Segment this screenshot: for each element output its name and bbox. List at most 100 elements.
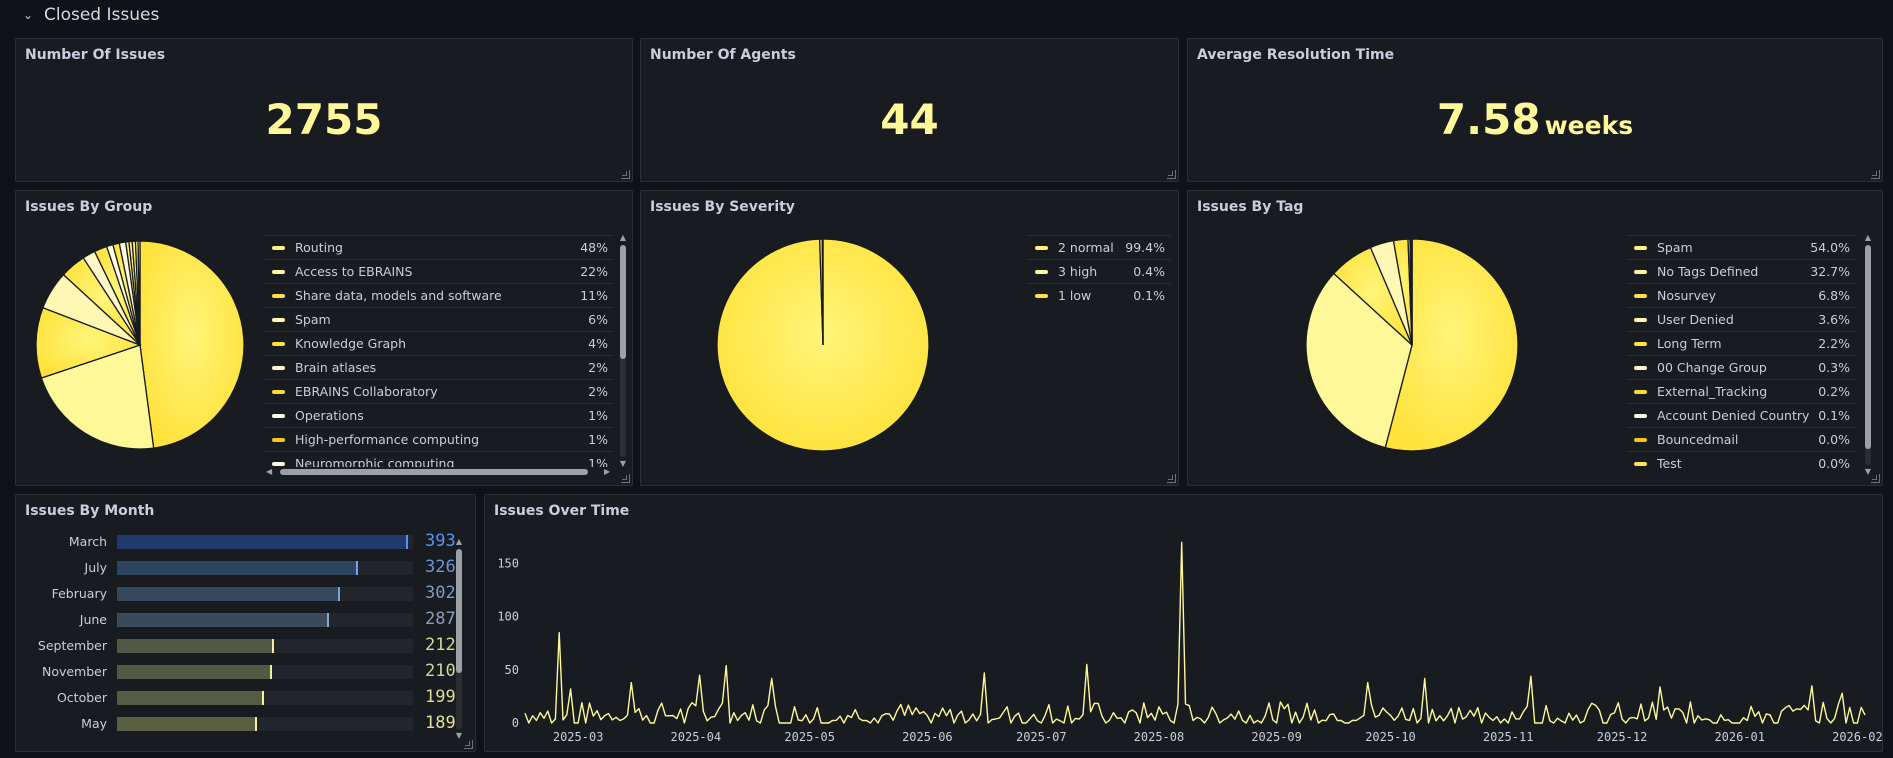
bar-row[interactable]: May 189 (16, 711, 475, 737)
resize-handle[interactable] (1167, 170, 1176, 179)
bar-cap (405, 535, 408, 549)
x-tick-label: 2025-07 (1016, 730, 1067, 744)
bar-fill (117, 717, 257, 731)
panel-issues-by-tag[interactable]: Issues By Tag Spam 54.0% No Tags Defined 32… (1187, 190, 1883, 486)
pie-slice[interactable] (137, 240, 141, 346)
legend-item[interactable]: Share data, models and software 11% (264, 283, 614, 307)
legend-swatch (272, 341, 285, 346)
bar-row[interactable]: November 210 (16, 659, 475, 685)
legend-item[interactable]: Neuromorphic computing 1% (264, 451, 614, 467)
legend-swatch (272, 365, 285, 370)
resize-handle[interactable] (621, 170, 630, 179)
vertical-scrollbar[interactable]: ▲ ▼ (619, 233, 627, 468)
legend-swatch (1634, 365, 1647, 370)
bar-row[interactable]: September 212 (16, 633, 475, 659)
bar-value: 287 (425, 609, 456, 629)
legend-value: 6.8% (1818, 288, 1850, 303)
vertical-scrollbar[interactable]: ▲ ▼ (1864, 233, 1872, 476)
panel-title: Issues Over Time (494, 503, 630, 519)
pie-slice[interactable] (1384, 238, 1519, 452)
legend-item[interactable]: 00 Change Group 0.3% (1626, 355, 1856, 379)
resize-handle[interactable] (621, 474, 630, 483)
pie-slice[interactable] (1305, 272, 1413, 449)
legend-item[interactable]: External_Tracking 0.2% (1626, 379, 1856, 403)
legend-item[interactable]: Spam 54.0% (1626, 235, 1856, 259)
bar-track (117, 587, 413, 601)
legend-item[interactable]: High-performance computing 1% (264, 427, 614, 451)
legend-item[interactable]: 1 low 0.1% (1027, 283, 1171, 307)
legend-value: 54.0% (1810, 240, 1850, 255)
bar-cap (356, 561, 359, 575)
bar-row[interactable]: July 326 (16, 555, 475, 581)
bar-row[interactable]: February 302 (16, 581, 475, 607)
series-line[interactable] (524, 541, 1866, 724)
legend-item[interactable]: Spam 6% (264, 307, 614, 331)
legend-swatch (272, 413, 285, 418)
legend-swatch (272, 437, 285, 442)
legend-item[interactable]: No Tags Defined 32.7% (1626, 259, 1856, 283)
bar-value: 210 (425, 661, 456, 681)
horizontal-scrollbar[interactable]: ◀ ▶ (266, 467, 611, 476)
resize-handle[interactable] (1167, 474, 1176, 483)
legend-item[interactable]: Test 0.0% (1626, 451, 1856, 475)
legend-value: 2% (588, 360, 608, 375)
bar-fill (117, 587, 341, 601)
panel-issues-by-severity[interactable]: Issues By Severity 2 normal 99.4% 3 high 0.… (640, 190, 1179, 486)
legend-severity: 2 normal 99.4% 3 high 0.4% 1 low 0.1% (1027, 235, 1171, 307)
line-chart-issues-over-time[interactable]: 0 50 100 150 2025-03 2025-04 2025-05 2025-06 202… (485, 495, 1882, 751)
panel-number-of-agents[interactable]: Number Of Agents 44 (640, 38, 1179, 182)
pie-chart-severity[interactable] (703, 231, 943, 471)
legend-item[interactable]: Operations 1% (264, 403, 614, 427)
y-tick-label: 0 (512, 716, 519, 730)
legend-value: 0.0% (1818, 456, 1850, 471)
panel-issues-by-month[interactable]: Issues By Month March 393 July 326 February 3… (15, 494, 476, 752)
bar-row[interactable]: March 393 (16, 529, 475, 555)
bar-cap (271, 639, 274, 653)
panel-number-of-issues[interactable]: Number Of Issues 2755 (15, 38, 633, 182)
vertical-scrollbar[interactable]: ▲ ▼ (455, 537, 463, 740)
legend-item[interactable]: 2 normal 99.4% (1027, 235, 1171, 259)
pie-chart-group[interactable] (26, 231, 256, 471)
legend-tag: Spam 54.0% No Tags Defined 32.7% Nosurvey 6.8… (1626, 235, 1856, 475)
pie-slice[interactable] (821, 238, 824, 346)
panel-issues-by-group[interactable]: Issues By Group Routing 48% Access to EBRA… (15, 190, 633, 486)
resize-handle[interactable] (1871, 170, 1880, 179)
legend-item[interactable]: Brain atlases 2% (264, 355, 614, 379)
panel-title: Issues By Month (25, 503, 155, 519)
pie-slice[interactable] (35, 306, 142, 379)
panel-average-resolution-time[interactable]: Average Resolution Time 7.58 weeks (1187, 38, 1883, 182)
resize-handle[interactable] (464, 740, 473, 749)
row-header-closed-issues[interactable]: ⌄ Closed Issues (22, 4, 159, 26)
legend-value: 4% (588, 336, 608, 351)
bar-row[interactable]: October 199 (16, 685, 475, 711)
legend-item[interactable]: Nosurvey 6.8% (1626, 283, 1856, 307)
legend-item[interactable]: Long Term 2.2% (1626, 331, 1856, 355)
legend-item[interactable]: 3 high 0.4% (1027, 259, 1171, 283)
pie-chart-tag[interactable] (1292, 231, 1532, 471)
legend-label: 2 normal (1058, 240, 1114, 255)
resize-handle[interactable] (1871, 474, 1880, 483)
bar-row[interactable]: June 287 (16, 607, 475, 633)
legend-label: Neuromorphic computing (295, 456, 455, 467)
legend-item[interactable]: EBRAINS Collaboratory 2% (264, 379, 614, 403)
legend-value: 0.0% (1818, 432, 1850, 447)
pie-slice[interactable] (40, 344, 155, 450)
legend-item[interactable]: Account Denied Country 0.1% (1626, 403, 1856, 427)
legend-value: 11% (580, 288, 608, 303)
x-tick-label: 2026-02 (1832, 730, 1882, 744)
legend-item[interactable]: Bouncedmail 0.0% (1626, 427, 1856, 451)
pie-slice[interactable] (139, 240, 245, 449)
legend-label: Access to EBRAINS (295, 264, 413, 279)
legend-item[interactable]: Access to EBRAINS 22% (264, 259, 614, 283)
bar-track (117, 691, 413, 705)
legend-item[interactable]: Routing 48% (264, 235, 614, 259)
legend-value: 32.7% (1810, 264, 1850, 279)
legend-item[interactable]: User Denied 3.6% (1626, 307, 1856, 331)
bar-fill (117, 665, 273, 679)
panel-issues-over-time[interactable]: Issues Over Time 0 50 100 150 2025-03 2025-04… (484, 494, 1883, 752)
legend-item[interactable]: Knowledge Graph 4% (264, 331, 614, 355)
x-tick-label: 2026-01 (1714, 730, 1765, 744)
legend-swatch (272, 461, 285, 466)
legend-label: Account Denied Country (1657, 408, 1810, 423)
bar-fill (117, 561, 359, 575)
